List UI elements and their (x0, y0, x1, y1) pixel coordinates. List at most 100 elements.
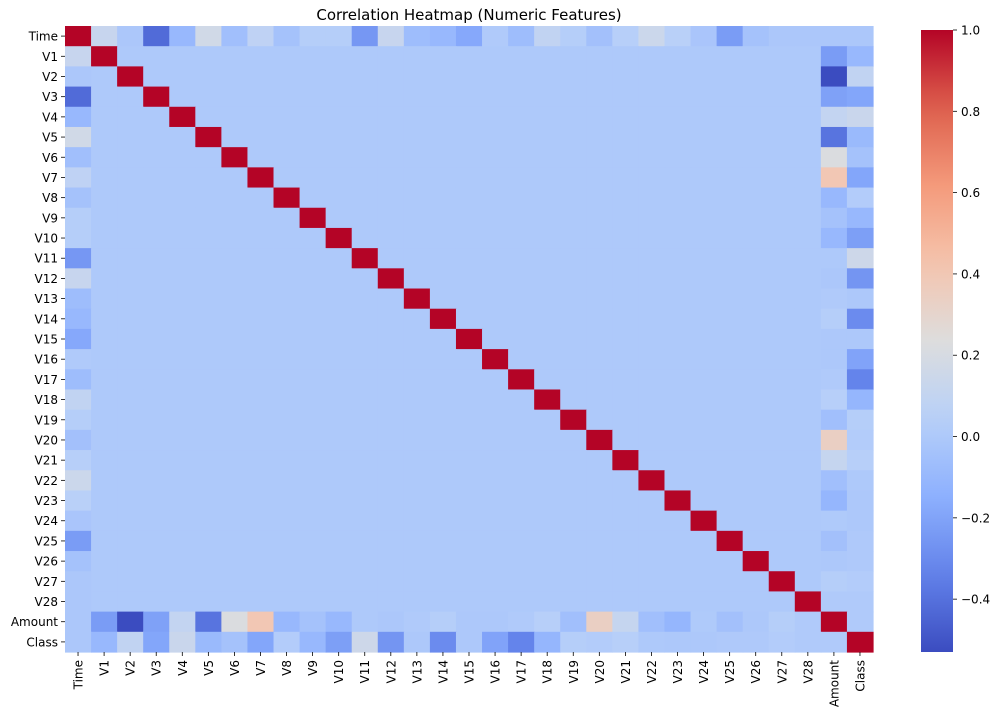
heatmap-cell (299, 46, 327, 67)
x-tick-label: V15 (463, 660, 477, 683)
heatmap-cell (221, 187, 249, 209)
heatmap-cell (690, 429, 718, 451)
x-tick-label: V18 (541, 660, 555, 683)
heatmap-cell (820, 207, 848, 229)
heatmap-cell (794, 551, 822, 572)
heatmap-cell (221, 591, 249, 613)
heatmap-cell (612, 551, 640, 572)
heatmap-cell (690, 551, 718, 572)
heatmap-cell (794, 308, 822, 330)
heatmap-cell (846, 268, 874, 290)
heatmap-cell (273, 288, 301, 310)
heatmap-cell (429, 86, 457, 108)
heatmap-cell (429, 288, 457, 310)
heatmap-cell (560, 66, 587, 88)
heatmap-cell (508, 86, 535, 108)
heatmap-cell (143, 389, 170, 411)
heatmap-cell (65, 147, 92, 168)
heatmap-cell (403, 126, 431, 148)
heatmap-cell (560, 187, 587, 209)
heatmap-cell (169, 227, 196, 249)
heatmap-cell (638, 530, 666, 552)
heatmap-cell (247, 308, 275, 330)
heatmap-cell (664, 288, 692, 310)
heatmap-cell (221, 551, 249, 572)
heatmap-cell (377, 308, 405, 330)
heatmap-cell (768, 66, 796, 88)
heatmap-cell (716, 167, 744, 189)
heatmap-cell (664, 470, 692, 492)
heatmap-cell (325, 510, 353, 532)
heatmap-cell (351, 470, 379, 492)
heatmap-cell (221, 106, 249, 128)
heatmap-cell (768, 86, 796, 108)
heatmap-cell (560, 288, 587, 310)
heatmap-cell (794, 470, 822, 492)
heatmap-cell (117, 551, 144, 572)
heatmap-cell (794, 268, 822, 290)
heatmap-cell (299, 66, 327, 88)
heatmap-cell (534, 450, 561, 471)
heatmap-cell (508, 409, 535, 431)
heatmap-cell (429, 591, 457, 613)
heatmap-cell (638, 571, 666, 593)
heatmap-cell (560, 308, 587, 330)
heatmap-cell (325, 187, 353, 209)
heatmap-cell (846, 86, 874, 108)
heatmap-cell (403, 470, 431, 492)
heatmap-cell (638, 409, 666, 431)
heatmap-cell (664, 268, 692, 290)
heatmap-cell (325, 308, 353, 330)
heatmap-cell (247, 591, 275, 613)
heatmap-cell (612, 429, 640, 451)
heatmap-cell (846, 248, 874, 269)
heatmap-cell (586, 551, 613, 572)
heatmap-cell (429, 26, 457, 47)
heatmap-cell (169, 46, 196, 67)
heatmap-cell (91, 349, 118, 370)
heatmap-cell (403, 611, 431, 633)
heatmap-cell (534, 86, 561, 108)
heatmap-cell (534, 611, 561, 633)
heatmap-cell (612, 167, 640, 189)
heatmap-cell (508, 389, 535, 411)
heatmap-cell (690, 207, 718, 229)
heatmap-cell (65, 369, 92, 391)
heatmap-cell (455, 409, 483, 431)
heatmap-cell (586, 631, 613, 653)
heatmap-cell (429, 530, 457, 552)
heatmap-cell (195, 227, 222, 249)
heatmap-cell (221, 510, 249, 532)
heatmap-cell (195, 66, 222, 88)
heatmap-cell (195, 470, 222, 492)
heatmap-cell (716, 591, 744, 613)
heatmap-cell (508, 126, 535, 148)
heatmap-cell (299, 248, 327, 269)
heatmap-cell (455, 510, 483, 532)
heatmap-cell (534, 591, 561, 613)
heatmap-cell (768, 187, 796, 209)
heatmap-cell (586, 187, 613, 209)
heatmap-cell (612, 369, 640, 391)
heatmap-cell (534, 167, 561, 189)
heatmap-cell (716, 490, 744, 512)
heatmap-cell (117, 86, 144, 108)
heatmap-cell (195, 147, 222, 168)
heatmap-cell (143, 328, 170, 350)
heatmap-cell (403, 429, 431, 451)
heatmap-cell (195, 631, 222, 653)
heatmap-cell (846, 207, 874, 229)
heatmap-cell (846, 288, 874, 310)
heatmap-cell (273, 470, 301, 492)
heatmap-cell (351, 591, 379, 613)
heatmap-cell (299, 450, 327, 471)
heatmap-cell (299, 349, 327, 370)
heatmap-cell (299, 470, 327, 492)
heatmap-cell (794, 530, 822, 552)
heatmap-cell (247, 288, 275, 310)
heatmap-cell (429, 66, 457, 88)
heatmap-cell (820, 227, 848, 249)
heatmap-cell (742, 409, 770, 431)
heatmap-cell (846, 551, 874, 572)
heatmap-cell (612, 227, 640, 249)
